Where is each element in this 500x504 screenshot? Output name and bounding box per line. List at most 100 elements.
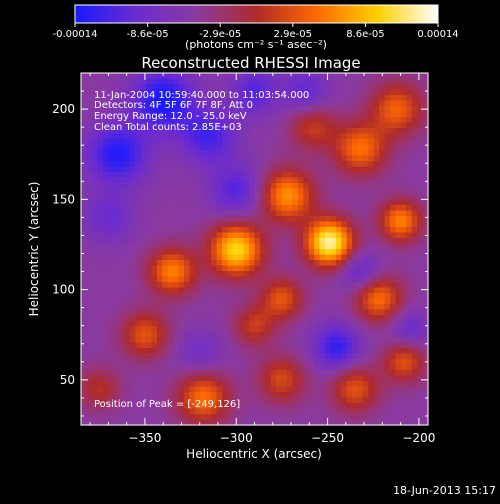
heatmap-cell: [395, 337, 402, 344]
heatmap-cell: [102, 199, 109, 206]
heatmap-cell: [146, 276, 153, 283]
heatmap-cell: [400, 177, 407, 184]
heatmap-cell: [324, 100, 331, 107]
heatmap-cell: [86, 370, 93, 377]
heatmap-cell: [151, 298, 158, 305]
heatmap-cell: [146, 150, 153, 157]
heatmap-cell: [270, 309, 277, 316]
heatmap-cell: [135, 370, 142, 377]
heatmap-cell: [411, 73, 418, 80]
heatmap-cell: [373, 414, 380, 421]
heatmap-cell: [341, 106, 348, 113]
heatmap-cell: [108, 414, 115, 421]
heatmap-cell: [162, 370, 169, 377]
heatmap-cell: [276, 78, 283, 85]
heatmap-cell: [319, 309, 326, 316]
heatmap-cell: [129, 408, 136, 415]
heatmap-cell: [151, 397, 158, 404]
heatmap-cell: [314, 111, 321, 118]
heatmap-cell: [227, 111, 234, 118]
heatmap-cell: [243, 194, 250, 201]
heatmap-cell: [189, 133, 196, 140]
heatmap-cell: [200, 128, 207, 135]
heatmap-cell: [308, 216, 315, 223]
heatmap-cell: [265, 139, 272, 146]
heatmap-cell: [173, 282, 180, 289]
heatmap-cell: [406, 337, 413, 344]
heatmap-cell: [335, 265, 342, 272]
heatmap-cell: [406, 199, 413, 206]
heatmap-cell: [259, 392, 266, 399]
heatmap-cell: [341, 111, 348, 118]
heatmap-cell: [200, 227, 207, 234]
colorbar-units: (photons cm⁻² s⁻¹ asec⁻²): [185, 38, 327, 51]
heatmap-cell: [422, 293, 429, 300]
heatmap-cell: [216, 133, 223, 140]
heatmap-cell: [205, 177, 212, 184]
heatmap-cell: [97, 194, 104, 201]
heatmap-cell: [362, 216, 369, 223]
heatmap-cell: [292, 381, 299, 388]
heatmap-cell: [129, 298, 136, 305]
heatmap-cell: [227, 353, 234, 360]
heatmap-cell: [124, 194, 131, 201]
heatmap-cell: [91, 210, 98, 217]
heatmap-cell: [173, 106, 180, 113]
heatmap-cell: [124, 100, 131, 107]
heatmap-cell: [151, 188, 158, 195]
heatmap-cell: [417, 392, 424, 399]
heatmap-cell: [390, 210, 397, 217]
heatmap-cell: [346, 392, 353, 399]
heatmap-cell: [335, 84, 342, 91]
heatmap-cell: [287, 188, 294, 195]
heatmap-cell: [249, 386, 256, 393]
heatmap-cell: [314, 205, 321, 212]
heatmap-cell: [232, 414, 239, 421]
heatmap-cell: [221, 348, 228, 355]
heatmap-cell: [303, 381, 310, 388]
heatmap-cell: [341, 397, 348, 404]
heatmap-cell: [140, 342, 147, 349]
heatmap-cell: [91, 78, 98, 85]
heatmap-cell: [232, 128, 239, 135]
heatmap-cell: [357, 95, 364, 102]
heatmap-cell: [124, 78, 131, 85]
heatmap-cell: [357, 298, 364, 305]
heatmap-cell: [243, 95, 250, 102]
heatmap-cell: [162, 326, 169, 333]
heatmap-cell: [81, 326, 88, 333]
heatmap-cell: [167, 194, 174, 201]
heatmap-cell: [232, 210, 239, 217]
heatmap-cell: [102, 188, 109, 195]
heatmap-cell: [184, 397, 191, 404]
heatmap-cell: [108, 375, 115, 382]
heatmap-cell: [319, 331, 326, 338]
heatmap-cell: [384, 282, 391, 289]
heatmap-cell: [341, 271, 348, 278]
heatmap-cell: [352, 386, 359, 393]
heatmap-cell: [330, 392, 337, 399]
heatmap-cell: [314, 386, 321, 393]
heatmap-cell: [411, 304, 418, 311]
heatmap-cell: [173, 194, 180, 201]
heatmap-cell: [308, 84, 315, 91]
heatmap-cell: [173, 337, 180, 344]
heatmap-cell: [81, 78, 88, 85]
heatmap-cell: [335, 348, 342, 355]
heatmap-cell: [156, 375, 163, 382]
heatmap-cell: [292, 315, 299, 322]
heatmap-cell: [308, 342, 315, 349]
heatmap-cell: [422, 150, 429, 157]
heatmap-cell: [243, 172, 250, 179]
heatmap-cell: [357, 403, 364, 410]
heatmap-cell: [287, 155, 294, 162]
heatmap-cell: [156, 166, 163, 173]
heatmap-cell: [384, 221, 391, 228]
y-axis-label: Heliocentric Y (arcsec): [27, 182, 41, 317]
heatmap-cell: [417, 419, 424, 426]
heatmap-cell: [346, 337, 353, 344]
heatmap-cell: [151, 331, 158, 338]
heatmap-cell: [324, 227, 331, 234]
heatmap-cell: [178, 95, 185, 102]
heatmap-cell: [276, 419, 283, 426]
